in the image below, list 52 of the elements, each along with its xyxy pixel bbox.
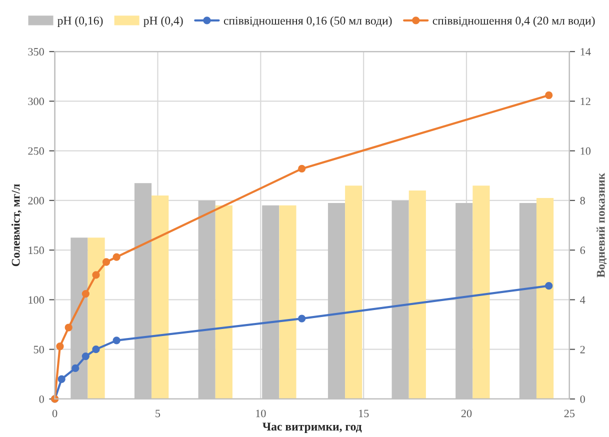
y-tick-label: 50 xyxy=(34,346,44,354)
y-tick-label: 250 xyxy=(28,147,44,155)
y2-tick-label: 14 xyxy=(580,48,591,56)
y-tick-label: 150 xyxy=(28,246,44,254)
x-tick-label: 20 xyxy=(461,410,472,418)
y2-tick-label: 0 xyxy=(580,395,585,403)
y-axis-title: Солевміст, мг/л xyxy=(11,184,22,266)
y-tick-label: 100 xyxy=(28,296,44,304)
point xyxy=(545,91,553,100)
x-tick-label: 5 xyxy=(156,410,160,418)
point xyxy=(112,253,120,261)
y-tick-label: 0 xyxy=(39,395,44,403)
point xyxy=(92,346,100,354)
y2-tick-label: 8 xyxy=(580,196,585,204)
bar xyxy=(152,195,169,399)
x-tick-label: 10 xyxy=(256,410,266,418)
point xyxy=(64,324,72,332)
point xyxy=(112,336,120,344)
point xyxy=(82,290,90,298)
point xyxy=(58,375,66,383)
x-axis-title: Час витримки, год xyxy=(262,422,362,433)
bar xyxy=(345,186,362,399)
legend-label: співвідношення 0,16 (50 мл води) xyxy=(224,16,392,28)
y2-tick-label: 2 xyxy=(580,346,585,354)
legend-label: pH (0,4) xyxy=(144,16,183,28)
x-tick-label: 25 xyxy=(564,410,575,418)
point xyxy=(56,342,64,350)
legend-label: співвідношення 0,4 (20 мл води) xyxy=(432,16,595,28)
legend-label: pH (0,16) xyxy=(57,16,103,28)
point xyxy=(298,164,306,173)
bar xyxy=(536,198,554,399)
bar xyxy=(472,186,490,399)
point xyxy=(298,314,306,322)
bar xyxy=(408,190,426,399)
y-tick-label: 200 xyxy=(28,196,44,204)
y2-tick-label: 6 xyxy=(580,246,586,254)
y2-tick-label: 10 xyxy=(580,147,591,155)
y2-axis-title: Водневий показник xyxy=(596,172,607,278)
point xyxy=(82,352,90,360)
y2-tick-label: 12 xyxy=(580,98,590,106)
point xyxy=(102,258,110,266)
bar xyxy=(215,205,232,399)
y-tick-label: 300 xyxy=(28,98,44,106)
bar xyxy=(88,238,105,399)
bar xyxy=(279,205,296,399)
point xyxy=(92,271,100,279)
point xyxy=(545,282,553,290)
y2-tick-label: 4 xyxy=(580,296,586,304)
point xyxy=(72,364,80,372)
y-tick-label: 350 xyxy=(28,48,44,56)
x-tick-label: 15 xyxy=(358,410,369,418)
x-tick-label: 0 xyxy=(52,410,58,418)
